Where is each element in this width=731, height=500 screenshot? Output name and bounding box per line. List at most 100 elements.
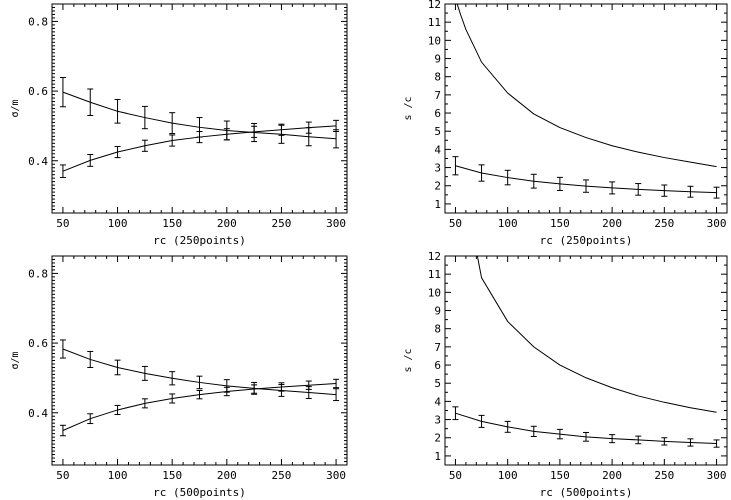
error-bar	[333, 388, 340, 402]
y-tick-label: 12	[428, 0, 441, 11]
error-bar	[169, 393, 176, 404]
x-tick-label: 300	[326, 469, 346, 482]
y-tick-label: 8	[434, 323, 441, 336]
error-bar	[635, 183, 642, 196]
error-bar	[169, 371, 176, 386]
x-tick-label: 250	[272, 217, 292, 230]
error-bar	[530, 425, 537, 437]
x-tick-label: 100	[108, 469, 128, 482]
error-bar	[59, 339, 66, 359]
y-tick-label: 2	[434, 432, 441, 445]
x-tick-label: 100	[498, 217, 518, 230]
y-tick-label: 0.6	[28, 337, 48, 350]
x-tick-label: 250	[654, 469, 674, 482]
error-bar	[169, 112, 176, 135]
error-bar	[452, 406, 459, 421]
x-tick-label: 200	[602, 469, 622, 482]
error-bar	[87, 413, 94, 425]
x-tick-label: 50	[449, 469, 462, 482]
y-tick-label: 5	[434, 377, 441, 390]
x-tick-label: 250	[654, 217, 674, 230]
x-axis-label: rc (500points)	[540, 486, 633, 499]
x-tick-label: 200	[217, 217, 237, 230]
error-bar	[169, 134, 176, 147]
plot-area	[452, 256, 720, 448]
error-bar	[59, 164, 66, 178]
y-tick-label: 5	[434, 125, 441, 138]
x-tick-label: 300	[326, 217, 346, 230]
y-tick-label: 1	[434, 198, 441, 211]
y-tick-label: 7	[434, 89, 441, 102]
plot-frame	[444, 255, 728, 466]
error-bar	[278, 123, 285, 136]
y-axis-label: σ/m	[10, 99, 21, 117]
error-bar	[687, 185, 694, 198]
x-tick-label: 150	[162, 469, 182, 482]
y-tick-label: 11	[428, 16, 441, 29]
y-tick-label: 0.4	[28, 407, 48, 420]
x-tick-label: 50	[56, 217, 69, 230]
error-bar	[196, 130, 203, 144]
error-bar	[609, 434, 616, 444]
x-tick-label: 100	[108, 217, 128, 230]
error-bar	[87, 88, 94, 116]
x-tick-label: 150	[550, 217, 570, 230]
plot-frame	[51, 255, 348, 466]
y-tick-label: 10	[428, 34, 441, 47]
curve-line	[456, 4, 717, 168]
plot-area	[59, 339, 340, 437]
y-tick-label: 3	[434, 162, 441, 175]
x-tick-label: 300	[707, 217, 727, 230]
x-axis-label: rc (500points)	[153, 486, 246, 499]
error-bar	[333, 378, 340, 389]
error-bar	[556, 428, 563, 440]
error-bar	[114, 98, 121, 124]
error-bar	[635, 435, 642, 445]
error-bar	[141, 139, 148, 152]
plot-frame	[51, 3, 348, 214]
y-tick-label: 7	[434, 341, 441, 354]
error-bar	[87, 350, 94, 368]
y-tick-label: 4	[434, 395, 441, 408]
error-bar	[114, 359, 121, 376]
error-bar	[452, 156, 459, 176]
error-bar	[59, 424, 66, 437]
x-tick-label: 150	[162, 217, 182, 230]
error-bar	[305, 380, 312, 390]
error-bar	[223, 386, 230, 397]
error-bar	[713, 439, 720, 448]
y-tick-label: 12	[428, 250, 441, 263]
x-tick-label: 200	[217, 469, 237, 482]
error-bar	[583, 179, 589, 193]
x-tick-label: 150	[550, 469, 570, 482]
y-tick-label: 4	[434, 143, 441, 156]
y-tick-label: 9	[434, 53, 441, 66]
y-tick-label: 6	[434, 107, 441, 120]
plot-area	[452, 4, 720, 199]
error-bar	[141, 365, 148, 381]
y-tick-label: 9	[434, 305, 441, 318]
x-axis-label: rc (250points)	[153, 234, 246, 247]
y-tick-label: 10	[428, 286, 441, 299]
error-bar	[333, 119, 340, 132]
error-bar	[713, 186, 720, 199]
error-bar	[687, 438, 694, 447]
x-tick-label: 250	[272, 469, 292, 482]
error-bar	[504, 420, 511, 433]
y-tick-label: 6	[434, 359, 441, 372]
error-bar	[251, 125, 258, 138]
y-tick-label: 0.6	[28, 85, 48, 98]
y-tick-label: 0.8	[28, 267, 48, 280]
x-tick-label: 300	[707, 469, 727, 482]
error-bar	[609, 181, 616, 195]
y-axis-label: s /c	[403, 96, 414, 120]
error-bar	[530, 173, 537, 189]
y-tick-label: 0.4	[28, 155, 48, 168]
error-bar	[114, 404, 121, 415]
plot-area	[59, 76, 340, 178]
error-bar	[141, 105, 148, 130]
error-bar	[59, 76, 66, 108]
